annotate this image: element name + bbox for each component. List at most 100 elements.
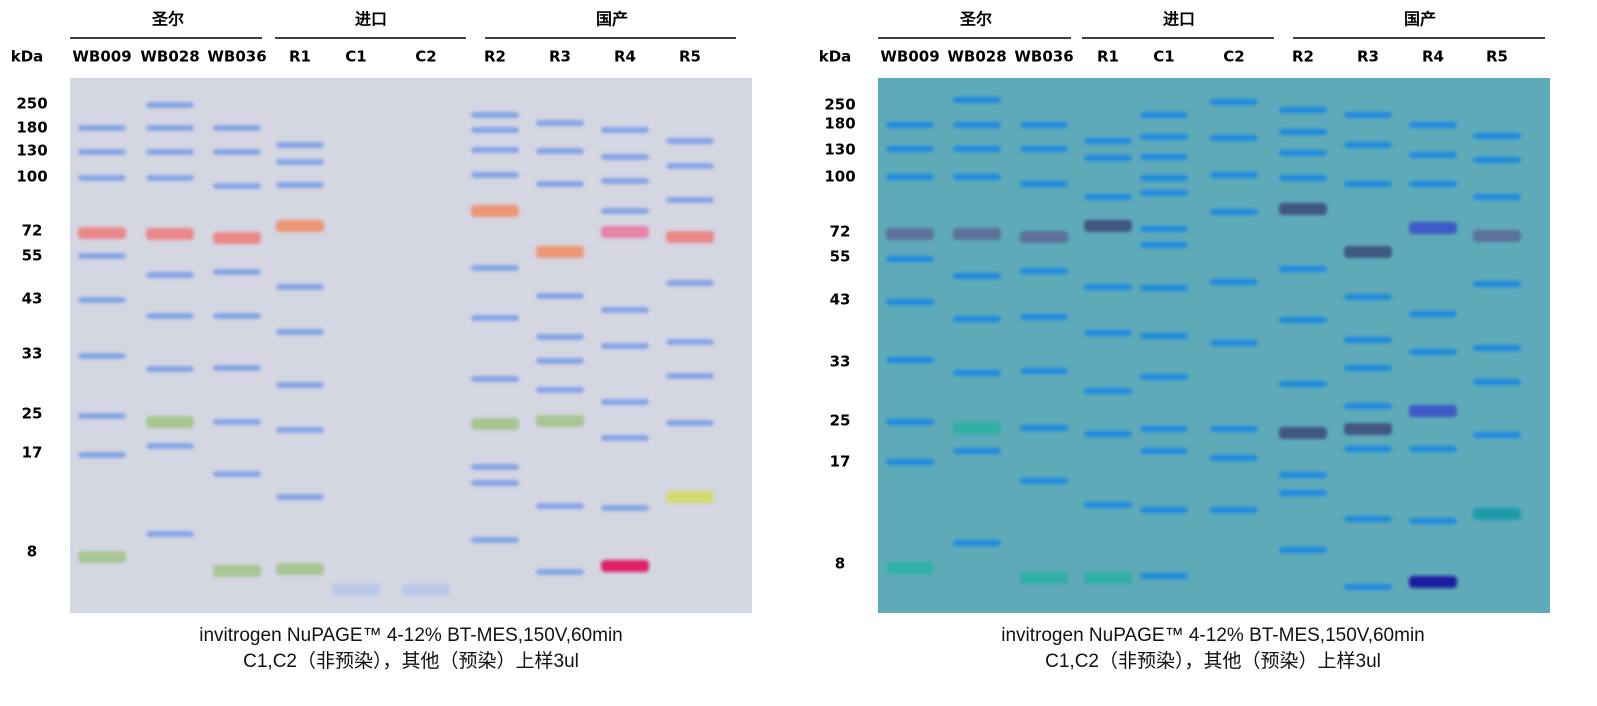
band: [78, 125, 126, 131]
band: [886, 562, 934, 574]
band: [601, 178, 649, 184]
marker-label: 180: [824, 115, 855, 133]
band: [146, 175, 194, 181]
band: [1210, 209, 1258, 215]
band: [1140, 134, 1188, 140]
band: [536, 387, 584, 393]
band: [536, 148, 584, 154]
band: [1210, 455, 1258, 461]
band: [1279, 266, 1327, 272]
marker-label: 250: [16, 95, 47, 113]
bands: [886, 97, 1521, 590]
band: [1210, 172, 1258, 178]
band: [146, 416, 194, 428]
band: [213, 149, 261, 155]
band: [1084, 572, 1132, 584]
band: [886, 459, 934, 465]
lane-label: R5: [1486, 48, 1508, 66]
band: [146, 149, 194, 155]
bands: [78, 102, 714, 596]
band: [886, 299, 934, 305]
band: [78, 227, 126, 239]
band: [1409, 518, 1457, 524]
band: [1279, 490, 1327, 496]
band: [1084, 155, 1132, 161]
band: [471, 112, 519, 118]
band: [1473, 508, 1521, 520]
band: [213, 471, 261, 477]
band: [953, 146, 1001, 152]
marker-label: 180: [16, 119, 47, 137]
band: [1140, 112, 1188, 118]
band: [1344, 365, 1392, 371]
band: [146, 366, 194, 372]
marker-label: 25: [22, 405, 43, 423]
band: [1279, 203, 1327, 215]
band: [1084, 431, 1132, 437]
marker-label: 100: [16, 168, 47, 186]
lane-label: WB028: [947, 48, 1006, 66]
band: [471, 265, 519, 271]
band: [1084, 194, 1132, 200]
band: [1409, 122, 1457, 128]
lane-label: R4: [1422, 48, 1444, 66]
band: [78, 551, 126, 563]
band: [666, 420, 714, 426]
band: [1473, 345, 1521, 351]
lane-label: R3: [549, 48, 571, 66]
marker-label: 100: [824, 168, 855, 186]
lane-label: C2: [415, 48, 436, 66]
lane-label: R4: [614, 48, 636, 66]
band: [953, 122, 1001, 128]
band: [601, 307, 649, 313]
group-label: 国产: [596, 10, 628, 29]
band: [953, 540, 1001, 546]
band: [471, 376, 519, 382]
band: [276, 159, 324, 165]
band: [1344, 337, 1392, 343]
band: [601, 505, 649, 511]
band: [213, 365, 261, 371]
marker-label: 8: [27, 543, 37, 561]
band: [1140, 175, 1188, 181]
band: [1344, 181, 1392, 187]
lane-label: WB028: [140, 48, 199, 66]
band: [1473, 230, 1521, 242]
band: [1344, 294, 1392, 300]
band: [1279, 175, 1327, 181]
band: [213, 232, 261, 244]
band: [1020, 231, 1068, 243]
band: [1140, 426, 1188, 432]
band: [953, 174, 1001, 180]
band: [953, 273, 1001, 279]
band: [1020, 122, 1068, 128]
band: [1409, 349, 1457, 355]
group-label: 国产: [1404, 10, 1436, 29]
band: [276, 563, 324, 575]
group-label: 圣尔: [959, 10, 992, 29]
band: [953, 228, 1001, 240]
band: [1084, 284, 1132, 290]
band: [146, 125, 194, 131]
band: [1344, 112, 1392, 118]
band: [213, 565, 261, 577]
band: [1140, 333, 1188, 339]
band: [1473, 379, 1521, 385]
group-label: 圣尔: [151, 10, 184, 29]
band: [78, 353, 126, 359]
band: [1020, 314, 1068, 320]
band: [276, 182, 324, 188]
band: [666, 491, 714, 503]
band: [666, 163, 714, 169]
band: [601, 154, 649, 160]
band: [666, 197, 714, 203]
caption-line: C1,C2（非预染），其他（预染）上样3ul: [243, 650, 579, 672]
band: [213, 419, 261, 425]
lane-label: WB036: [207, 48, 266, 66]
band: [601, 208, 649, 214]
band: [1210, 135, 1258, 141]
band: [402, 584, 450, 596]
band: [1473, 432, 1521, 438]
band: [1279, 317, 1327, 323]
